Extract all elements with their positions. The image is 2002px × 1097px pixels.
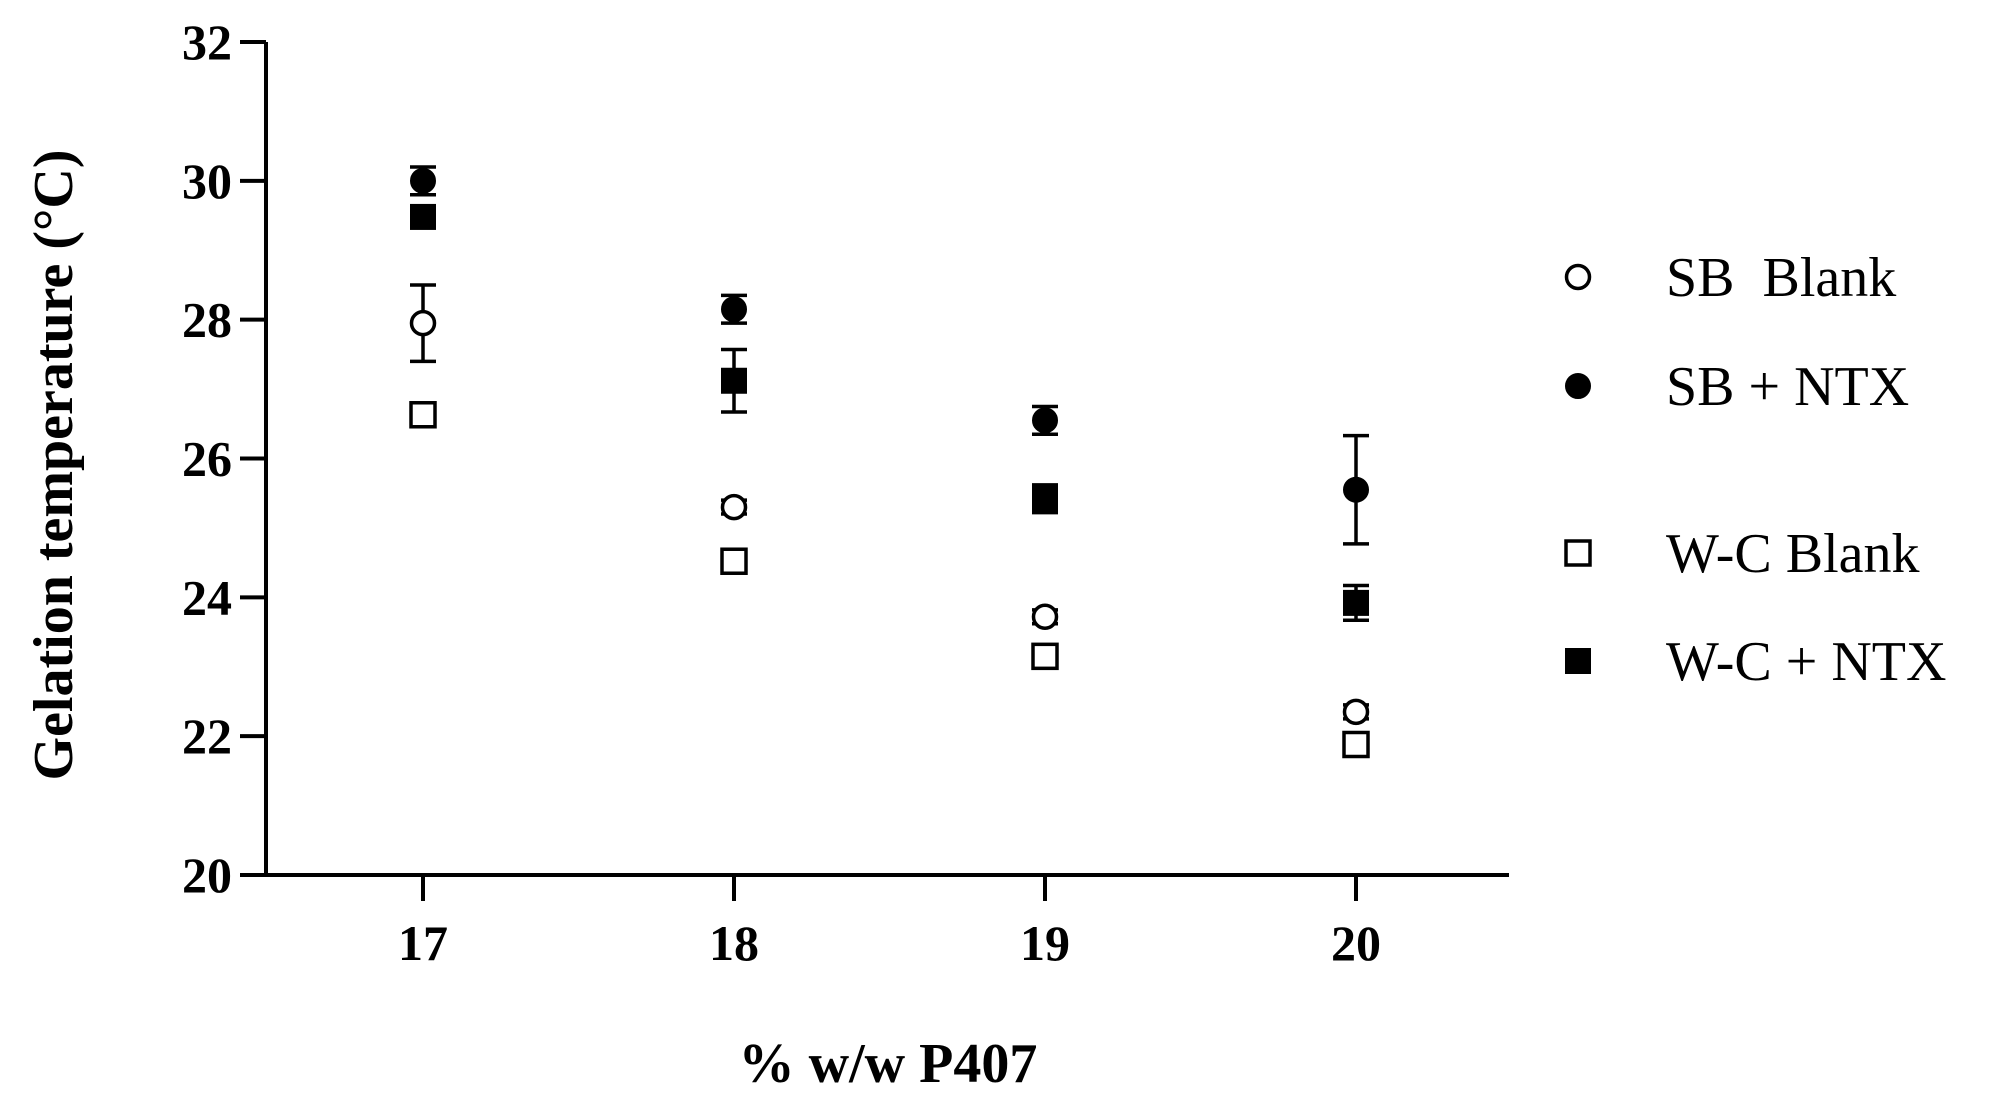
data-point-series-3 [409,401,437,429]
data-point-series-3 [1031,642,1059,671]
x-tick-label: 20 [1331,915,1381,971]
y-axis-title: Gelation temperature (°C) [23,150,85,781]
legend-label-series-3: W-C Blank [1666,523,1920,585]
y-tick-label: 24 [182,569,232,625]
legend-label-series-2: SB + NTX [1666,356,1909,418]
data-point-series-2 [1343,476,1369,503]
y-tick-label: 30 [182,153,232,209]
data-point-series-3 [1342,730,1370,759]
y-ticks: 20 22 24 26 28 30 32 [182,14,266,903]
data-point-series-4 [1343,589,1369,616]
y-tick-label: 32 [182,14,232,70]
legend-marker-series-3 [1564,539,1592,567]
x-tick-label: 19 [1020,915,1070,971]
data-point-series-3 [720,547,748,575]
legend: SB Blank SB + NTX W-C Blank W-C + NTX [1564,247,1946,693]
axes [264,42,1509,877]
data-point-series-4 [410,203,436,230]
data-point-series-1 [1031,603,1059,631]
data-point-series-4 [721,367,747,394]
legend-marker-series-1 [1564,263,1592,291]
data-point-series-2 [721,296,747,323]
data-point-series-1 [1342,698,1370,726]
data-point-series-2 [1032,407,1058,434]
x-tick-label: 17 [398,915,448,971]
error-bars [410,165,1369,754]
y-tick-label: 20 [182,847,232,903]
data-point-series-4 [1032,485,1058,512]
legend-marker-series-2 [1565,373,1591,399]
y-tick-label: 22 [182,708,232,764]
y-tick-label: 26 [182,431,232,487]
x-tick-label: 18 [709,915,759,971]
legend-label-series-1: SB Blank [1666,247,1896,309]
x-ticks: 17 18 19 20 [398,875,1381,971]
data-point-series-1 [720,493,748,521]
data-points [409,167,1370,759]
legend-label-series-4: W-C + NTX [1666,631,1946,693]
data-point-series-2 [410,167,436,194]
x-axis-title: % w/w P407 [739,1033,1038,1095]
y-tick-label: 28 [182,292,232,348]
data-point-series-1 [409,309,437,337]
legend-marker-series-4 [1565,648,1591,674]
